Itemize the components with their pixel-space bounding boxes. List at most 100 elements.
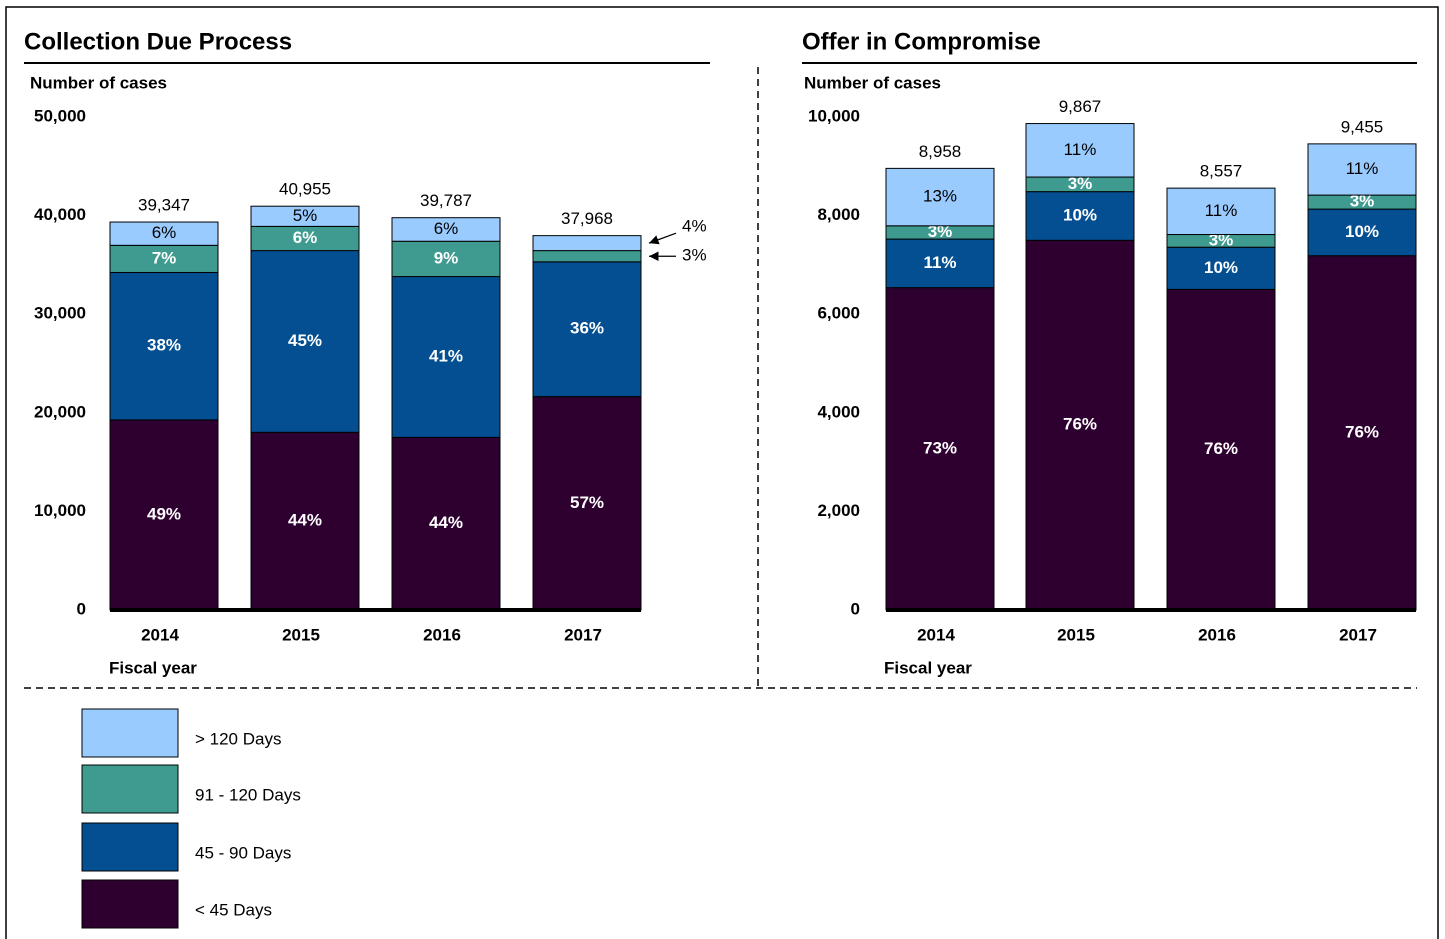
value-label: 10%	[1063, 205, 1097, 224]
value-label: 73%	[923, 438, 957, 457]
bar-segment	[391, 436, 501, 611]
value-label: 3%	[1068, 174, 1093, 193]
x-tick-label: 2014	[141, 625, 179, 644]
x-tick-label: 2017	[564, 625, 602, 644]
x-tick-label: 2017	[1339, 625, 1377, 644]
value-label: 45%	[288, 331, 322, 350]
y-tick-label: 6,000	[817, 304, 860, 323]
x-tick-label: 2016	[423, 625, 461, 644]
bar-segment	[391, 276, 501, 438]
bar-segment	[532, 250, 642, 263]
legend-label: 91 - 120 Days	[195, 785, 301, 804]
bar-segment	[885, 238, 995, 289]
y-axis-label: Number of cases	[804, 73, 941, 92]
value-label: 6%	[152, 223, 177, 242]
bar-segment	[885, 167, 995, 227]
value-label: 3%	[928, 222, 953, 241]
legend-swatch	[81, 879, 179, 929]
chart-title: Collection Due Process	[24, 28, 292, 55]
value-label: 38%	[147, 336, 181, 355]
total-label: 39,347	[138, 196, 190, 215]
x-axis-label: Fiscal year	[884, 658, 972, 677]
value-label: 76%	[1204, 439, 1238, 458]
value-label: 10%	[1204, 258, 1238, 277]
bar-segment	[250, 225, 360, 252]
x-tick-label: 2016	[1198, 625, 1236, 644]
x-tick-label: 2014	[917, 625, 955, 644]
bar-segment	[391, 240, 501, 278]
value-label: 11%	[923, 253, 956, 272]
value-label: 3%	[1209, 230, 1234, 249]
legend-swatch	[81, 764, 179, 814]
y-tick-label: 8,000	[817, 205, 860, 224]
y-axis-label: Number of cases	[30, 73, 167, 92]
total-label: 8,557	[1200, 162, 1243, 181]
bar-segment	[1307, 208, 1417, 257]
bar-segment	[1307, 143, 1417, 196]
value-label: 4%	[682, 217, 707, 236]
bar-segment	[1025, 191, 1135, 241]
bar-segment	[532, 396, 642, 611]
bar-segment	[1025, 123, 1135, 178]
value-label: 49%	[147, 504, 181, 523]
callout-arrow	[648, 232, 677, 245]
bar-segment	[109, 419, 219, 611]
value-label: 7%	[152, 248, 177, 267]
legend-swatch	[81, 822, 179, 872]
value-label: 44%	[288, 511, 322, 530]
frame	[5, 6, 1439, 939]
total-label: 37,968	[561, 209, 613, 228]
y-tick-label: 50,000	[34, 106, 86, 125]
legend-label: > 120 Days	[195, 729, 281, 748]
bar-segment	[109, 271, 219, 421]
total-label: 9,867	[1059, 97, 1102, 116]
total-label: 9,455	[1341, 117, 1384, 136]
x-axis-label: Fiscal year	[109, 658, 197, 677]
bar-segment	[250, 250, 360, 433]
y-tick-label: 20,000	[34, 402, 86, 421]
legend-swatch	[81, 708, 179, 758]
chart-title: Offer in Compromise	[802, 28, 1041, 55]
bar-segment	[109, 221, 219, 246]
bar-segment	[1166, 187, 1276, 236]
bar-segment	[885, 287, 995, 611]
value-label: 13%	[923, 187, 957, 206]
bar-segment	[250, 431, 360, 611]
value-label: 3%	[682, 246, 707, 265]
bar-segment	[250, 205, 360, 227]
value-label: 3%	[1350, 192, 1375, 211]
bar-segment	[532, 235, 642, 252]
y-tick-label: 10,000	[808, 106, 860, 125]
value-label: 44%	[429, 513, 463, 532]
value-label: 57%	[570, 493, 604, 512]
value-label: 5%	[293, 206, 318, 225]
value-label: 36%	[570, 319, 604, 338]
bar-segment	[1025, 239, 1135, 611]
bar-segment	[1166, 288, 1276, 611]
value-label: 76%	[1063, 415, 1097, 434]
bar-segment	[391, 217, 501, 242]
total-label: 40,955	[279, 180, 331, 199]
y-tick-label: 2,000	[817, 501, 860, 520]
legend-label: 45 - 90 Days	[195, 843, 291, 862]
total-label: 8,958	[919, 142, 962, 161]
y-tick-label: 0	[851, 599, 860, 618]
value-label: 6%	[293, 228, 318, 247]
y-tick-label: 40,000	[34, 205, 86, 224]
bar-segment	[1166, 246, 1276, 290]
value-label: 41%	[429, 346, 463, 365]
y-tick-label: 0	[77, 599, 86, 618]
y-tick-label: 4,000	[817, 402, 860, 421]
total-label: 39,787	[420, 191, 472, 210]
value-label: 11%	[1346, 159, 1379, 178]
value-label: 11%	[1205, 201, 1238, 220]
y-tick-label: 10,000	[34, 501, 86, 520]
value-label: 11%	[1064, 140, 1097, 159]
x-tick-label: 2015	[1057, 625, 1095, 644]
value-label: 10%	[1345, 222, 1379, 241]
y-tick-label: 30,000	[34, 304, 86, 323]
x-tick-label: 2015	[282, 625, 320, 644]
value-label: 6%	[434, 219, 459, 238]
legend-label: < 45 Days	[195, 900, 272, 919]
